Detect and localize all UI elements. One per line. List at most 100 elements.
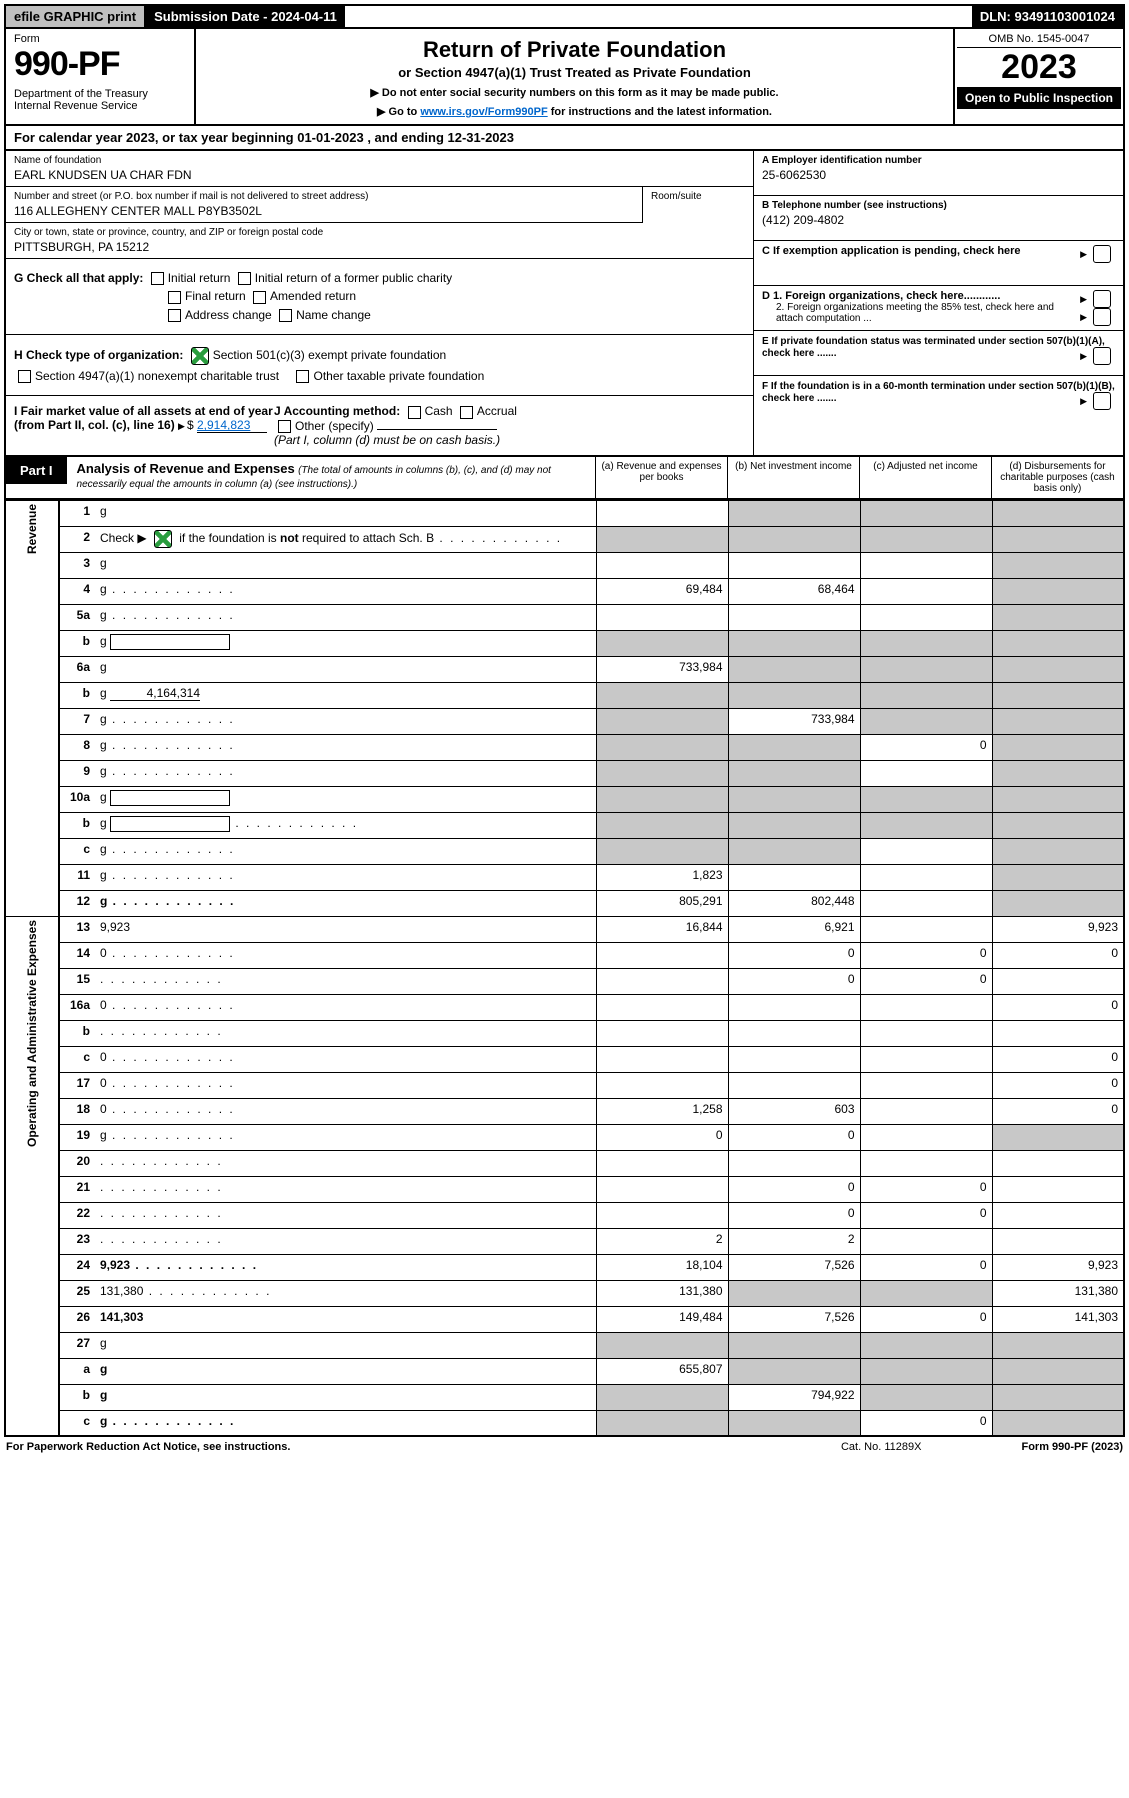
line-number: 27: [59, 1332, 95, 1358]
cell-b: [728, 786, 860, 812]
line-number: 5a: [59, 604, 95, 630]
cell-a: [596, 1332, 728, 1358]
dept-label: Department of the Treasury Internal Reve…: [14, 88, 186, 112]
cell-b: 603: [728, 1098, 860, 1124]
cell-a: [596, 968, 728, 994]
e-check[interactable]: [1093, 347, 1111, 365]
cell-a: 655,807: [596, 1358, 728, 1384]
line-desc: [95, 1020, 596, 1046]
form-word: Form: [14, 33, 186, 45]
form-number: 990-PF: [14, 45, 186, 84]
line-desc: 131,380: [95, 1280, 596, 1306]
line-number: 19: [59, 1124, 95, 1150]
cell-d: [992, 968, 1124, 994]
cell-c: [860, 864, 992, 890]
col-b-hdr: (b) Net investment income: [727, 457, 859, 498]
cash-check[interactable]: [408, 406, 421, 419]
cell-b: [728, 760, 860, 786]
cell-a: 1,823: [596, 864, 728, 890]
cell-c: [860, 630, 992, 656]
cell-a: 16,844: [596, 916, 728, 942]
cell-d: 0: [992, 1072, 1124, 1098]
cell-d: [992, 1332, 1124, 1358]
line-number: 18: [59, 1098, 95, 1124]
cell-a: 149,484: [596, 1306, 728, 1332]
d1-check[interactable]: [1093, 290, 1111, 308]
accrual-check[interactable]: [460, 406, 473, 419]
cell-d: [992, 1228, 1124, 1254]
cell-a: 18,104: [596, 1254, 728, 1280]
form-header: Form 990-PF Department of the Treasury I…: [4, 29, 1125, 126]
form-note1: ▶ Do not enter social security numbers o…: [206, 86, 943, 99]
line-desc: Check ▶ if the foundation is not require…: [95, 526, 596, 552]
4947-check[interactable]: [18, 370, 31, 383]
501c3-check[interactable]: [191, 347, 209, 365]
omb-no: OMB No. 1545-0047: [957, 31, 1121, 48]
cell-b: [728, 552, 860, 578]
c-check[interactable]: [1093, 245, 1111, 263]
final-return-check[interactable]: [168, 291, 181, 304]
cell-b: [728, 1358, 860, 1384]
cell-a: 0: [596, 1124, 728, 1150]
part1-header: Part I Analysis of Revenue and Expenses …: [4, 457, 1125, 500]
cell-b: 802,448: [728, 890, 860, 916]
line-desc: g: [95, 812, 596, 838]
cell-c: [860, 1020, 992, 1046]
line-desc: g: [95, 1410, 596, 1436]
name-change-check[interactable]: [279, 309, 292, 322]
address-change-check[interactable]: [168, 309, 181, 322]
line-number: 14: [59, 942, 95, 968]
line-desc: 0: [95, 994, 596, 1020]
g-label: G Check all that apply:: [14, 271, 143, 285]
line-desc: g: [95, 786, 596, 812]
initial-public-check[interactable]: [238, 272, 251, 285]
cell-d: [992, 500, 1124, 526]
d2-check[interactable]: [1093, 308, 1111, 326]
initial-return-check[interactable]: [151, 272, 164, 285]
amended-return-check[interactable]: [253, 291, 266, 304]
cell-a: [596, 994, 728, 1020]
cell-d: [992, 1020, 1124, 1046]
cell-a: [596, 1020, 728, 1046]
line-number: c: [59, 838, 95, 864]
cell-a: [596, 760, 728, 786]
cell-b: [728, 1410, 860, 1436]
cell-d: [992, 1176, 1124, 1202]
cell-b: [728, 682, 860, 708]
cell-d: 0: [992, 942, 1124, 968]
other-method-check[interactable]: [278, 420, 291, 433]
d2-label: 2. Foreign organizations meeting the 85%…: [762, 302, 1115, 324]
cell-c: [860, 1332, 992, 1358]
cell-a: [596, 838, 728, 864]
line-desc: 0: [95, 1098, 596, 1124]
cell-d: [992, 734, 1124, 760]
cell-b: 0: [728, 1124, 860, 1150]
cell-c: [860, 578, 992, 604]
cell-c: [860, 786, 992, 812]
part1-table: Revenue1g2Check ▶ if the foundation is n…: [4, 500, 1125, 1438]
line-number: b: [59, 1384, 95, 1410]
line-desc: [95, 1176, 596, 1202]
efile-label: efile GRAPHIC print: [6, 6, 146, 27]
line-desc: [95, 1150, 596, 1176]
cell-b: 733,984: [728, 708, 860, 734]
cell-d: [992, 890, 1124, 916]
schb-check[interactable]: [154, 530, 172, 548]
line-number: 12: [59, 890, 95, 916]
form-title: Return of Private Foundation: [206, 37, 943, 63]
dln: DLN: 93491103001024: [972, 6, 1123, 27]
cell-a: 805,291: [596, 890, 728, 916]
f-check[interactable]: [1093, 392, 1111, 410]
cell-c: [860, 1046, 992, 1072]
cell-a: [596, 708, 728, 734]
line-desc: g: [95, 500, 596, 526]
cell-c: 0: [860, 734, 992, 760]
form990pf-link[interactable]: www.irs.gov/Form990PF: [420, 106, 547, 118]
cell-c: [860, 1098, 992, 1124]
cell-a: [596, 1150, 728, 1176]
cell-d: [992, 630, 1124, 656]
fmv-value[interactable]: 2,914,823: [197, 418, 267, 433]
cell-a: [596, 1202, 728, 1228]
other-taxable-check[interactable]: [296, 370, 309, 383]
cell-d: 9,923: [992, 1254, 1124, 1280]
